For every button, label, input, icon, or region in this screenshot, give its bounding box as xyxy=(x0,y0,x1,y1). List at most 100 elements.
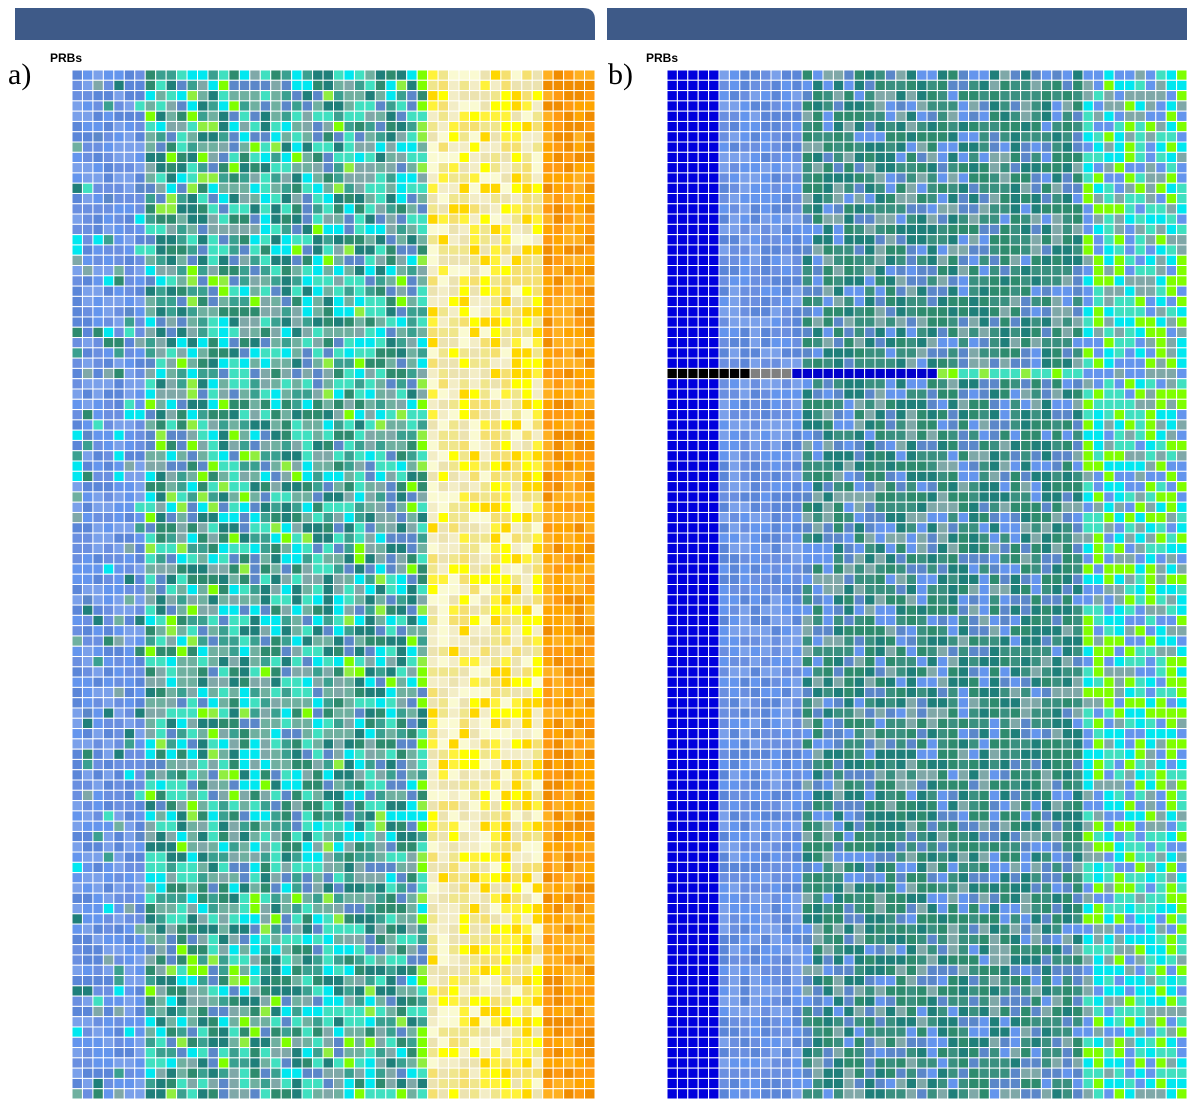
heatmap-cell xyxy=(92,1077,104,1090)
heatmap-cell xyxy=(176,1005,188,1018)
heatmap-cell xyxy=(489,933,502,946)
heatmap-cell xyxy=(81,758,94,771)
heatmap-cell xyxy=(552,213,565,225)
heatmap-cell xyxy=(113,923,125,935)
heatmap-cell xyxy=(353,378,366,390)
heatmap-cell xyxy=(259,1047,272,1059)
heatmap-cell xyxy=(291,151,303,164)
heatmap-cell xyxy=(134,933,146,946)
heatmap-cell xyxy=(437,1036,450,1049)
heatmap-cell xyxy=(563,851,575,863)
heatmap-cell xyxy=(385,985,397,997)
heatmap-cell xyxy=(176,378,188,390)
heatmap-cell xyxy=(291,90,303,102)
heatmap-cell xyxy=(207,223,219,236)
heatmap-cell xyxy=(563,1026,575,1038)
heatmap-cell xyxy=(228,810,240,822)
heatmap-cell xyxy=(71,676,83,688)
heatmap-cell xyxy=(176,141,188,153)
heatmap-cell xyxy=(333,110,345,122)
heatmap-cell xyxy=(217,923,230,935)
heatmap-cell xyxy=(468,542,481,555)
heatmap-cell xyxy=(81,614,94,627)
heatmap-cell xyxy=(123,460,136,472)
heatmap-cell xyxy=(291,913,303,925)
heatmap-cell xyxy=(123,656,136,668)
heatmap-cell xyxy=(468,429,481,441)
heatmap-cell xyxy=(217,872,230,884)
heatmap-cell xyxy=(531,975,544,987)
heatmap-cell xyxy=(563,439,575,452)
heatmap-cell xyxy=(333,995,345,1007)
heatmap-cell xyxy=(333,913,345,925)
heatmap-cell xyxy=(353,944,366,956)
heatmap-cell xyxy=(385,439,397,452)
heatmap-cell xyxy=(291,686,303,699)
heatmap-cell xyxy=(468,810,481,822)
heatmap-cell xyxy=(510,532,523,544)
heatmap-cell xyxy=(113,851,125,863)
heatmap-cell xyxy=(102,357,115,369)
heatmap-cell xyxy=(353,367,366,380)
heatmap-cell xyxy=(542,800,554,812)
heatmap-cell xyxy=(437,244,450,256)
heatmap-cell xyxy=(291,676,303,688)
heatmap-cell xyxy=(71,398,83,411)
heatmap-cell xyxy=(312,789,324,802)
heatmap-cell xyxy=(353,902,366,915)
heatmap-cell xyxy=(552,573,565,586)
heatmap-cell xyxy=(217,717,230,730)
heatmap-cell xyxy=(301,995,314,1007)
heatmap-cell xyxy=(207,944,219,956)
heatmap-cell xyxy=(123,975,136,987)
heatmap-cell xyxy=(217,697,230,709)
heatmap-cell xyxy=(113,275,125,287)
heatmap-cell xyxy=(489,398,502,411)
heatmap-cell xyxy=(186,728,199,740)
heatmap-cell xyxy=(197,573,209,586)
heatmap-cell xyxy=(238,1005,251,1018)
heatmap-cell xyxy=(197,409,209,421)
heatmap-cell xyxy=(489,902,502,915)
heatmap-cell xyxy=(406,501,418,513)
heatmap-cell xyxy=(134,1016,146,1028)
heatmap-cell xyxy=(416,306,429,318)
heatmap-cell xyxy=(563,491,575,503)
heatmap-cell xyxy=(301,388,314,400)
heatmap-cell xyxy=(197,306,209,318)
heatmap-cell xyxy=(238,676,251,688)
heatmap-cell xyxy=(259,203,272,215)
heatmap-cell xyxy=(448,769,460,781)
heatmap-cell xyxy=(395,933,408,946)
heatmap-cell xyxy=(468,470,481,483)
heatmap-cell xyxy=(385,460,397,472)
heatmap-cell xyxy=(573,563,586,575)
heatmap-cell xyxy=(468,450,481,462)
heatmap-cell xyxy=(489,326,502,339)
heatmap-cell xyxy=(531,1005,544,1018)
heatmap-cell xyxy=(584,223,596,236)
heatmap-cell xyxy=(468,316,481,328)
heatmap-cell xyxy=(123,1005,136,1018)
heatmap-cell xyxy=(186,295,199,308)
heatmap-cell xyxy=(510,357,523,369)
heatmap-cell xyxy=(176,439,188,452)
heatmap-cell xyxy=(186,244,199,256)
heatmap-cell xyxy=(437,347,450,359)
heatmap-cell xyxy=(165,573,178,586)
heatmap-cell xyxy=(270,532,282,544)
heatmap-cell xyxy=(186,676,199,688)
heatmap-cell xyxy=(238,532,251,544)
heatmap-cell xyxy=(437,522,450,534)
heatmap-cell xyxy=(353,769,366,781)
heatmap-cell xyxy=(374,800,387,812)
heatmap-cell xyxy=(134,686,146,699)
heatmap-cell xyxy=(71,913,83,925)
heatmap-cell xyxy=(437,429,450,441)
heatmap-cell xyxy=(92,110,104,122)
heatmap-cell xyxy=(228,1026,240,1038)
heatmap-cell xyxy=(259,810,272,822)
heatmap-cell xyxy=(500,1057,512,1069)
heatmap-cell xyxy=(291,1005,303,1018)
heatmap-cell xyxy=(123,542,136,555)
